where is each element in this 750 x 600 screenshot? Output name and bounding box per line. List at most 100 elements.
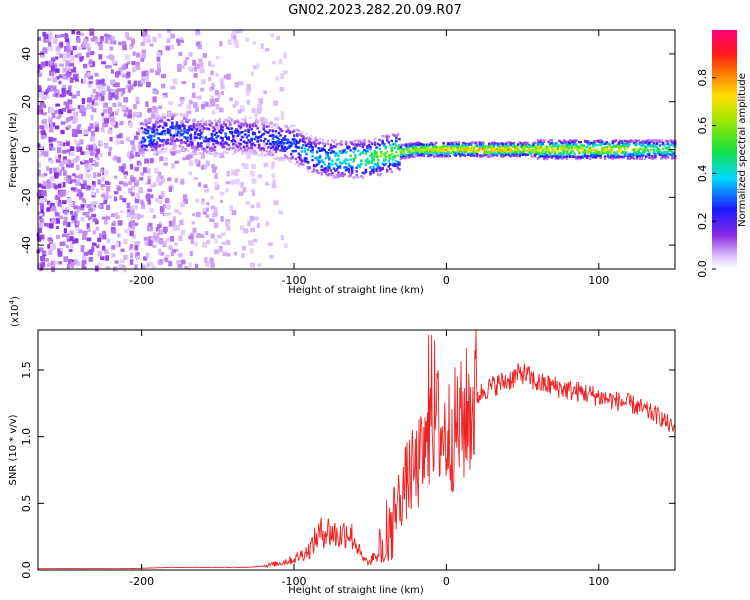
ridge-cell [538, 154, 541, 157]
ridge-cell [393, 164, 397, 168]
ridge-cell [347, 168, 351, 171]
noise-speckle [118, 102, 122, 107]
spectrogram-ytick-label: -40 [20, 236, 33, 254]
noise-speckle [209, 218, 215, 223]
noise-speckle [91, 151, 95, 156]
ridge-cell [520, 152, 523, 155]
noise-speckle [168, 220, 173, 227]
ridge-cell [506, 141, 509, 144]
ridge-cell [248, 125, 252, 129]
ridge-cell [567, 142, 570, 145]
ridge-cell [384, 135, 387, 138]
ridge-cell [376, 162, 380, 165]
ridge-cell [158, 144, 162, 147]
ridge-cell [145, 148, 148, 152]
ridge-cell [241, 135, 244, 139]
noise-speckle [280, 111, 284, 117]
noise-speckle [214, 249, 219, 255]
ridge-cell [581, 148, 584, 152]
noise-speckle [99, 152, 104, 157]
ridge-cell [421, 151, 424, 155]
ridge-cell [293, 134, 296, 137]
noise-speckle [145, 76, 150, 82]
noise-speckle [170, 151, 176, 156]
ridge-cell [341, 172, 345, 176]
ridge-cell [445, 154, 448, 158]
ridge-cell [367, 140, 371, 143]
noise-speckle [223, 75, 227, 79]
ridge-cell [166, 131, 170, 135]
noise-speckle [52, 77, 57, 83]
ridge-cell [235, 128, 238, 131]
noise-speckle [139, 177, 144, 181]
ridge-cell [259, 135, 262, 138]
ridge-cell [634, 143, 637, 147]
ridge-cell [332, 140, 336, 144]
noise-speckle [191, 92, 196, 99]
noise-speckle [180, 201, 185, 208]
ridge-cell [384, 145, 387, 149]
ridge-cell [588, 148, 592, 152]
ridge-cell [267, 125, 270, 128]
ridge-cell [556, 150, 560, 153]
ridge-cell [337, 175, 340, 178]
ridge-cell [229, 116, 232, 120]
noise-speckle [77, 140, 81, 145]
noise-speckle [233, 39, 239, 45]
ridge-cell [320, 149, 323, 152]
ridge-cell [532, 145, 535, 148]
ridge-cell [611, 142, 615, 145]
noise-speckle [133, 135, 138, 140]
ridge-cell [559, 155, 563, 158]
noise-speckle [103, 102, 109, 108]
ridge-cell [408, 142, 412, 145]
ridge-cell [463, 151, 467, 154]
ridge-cell [527, 145, 531, 148]
ridge-cell [334, 162, 337, 165]
noise-speckle [47, 237, 52, 241]
ridge-cell [538, 146, 541, 150]
ridge-cell [254, 153, 258, 157]
noise-speckle [177, 40, 181, 46]
noise-speckle [123, 182, 128, 187]
ridge-cell [463, 154, 467, 157]
ridge-cell [384, 152, 387, 155]
ridge-cell [602, 146, 605, 149]
noise-speckle [161, 113, 166, 118]
ridge-cell [581, 155, 584, 158]
ridge-cell [239, 143, 243, 146]
ridge-cell [494, 147, 497, 151]
ridge-cell [652, 148, 656, 152]
ridge-cell [294, 143, 298, 146]
noise-speckle [86, 237, 92, 242]
ridge-cell [367, 160, 371, 163]
ridge-cell [190, 141, 194, 145]
ridge-cell [654, 139, 657, 142]
noise-speckle [122, 198, 127, 203]
colorbar-tick-label: 0.0 [696, 260, 709, 278]
ridge-cell [355, 166, 358, 169]
ridge-cell [198, 152, 202, 155]
ridge-cell [498, 147, 502, 151]
noise-speckle [141, 32, 147, 37]
ridge-cell [448, 151, 451, 154]
ridge-cell [517, 145, 520, 149]
ridge-cell [163, 132, 166, 136]
ridge-cell [361, 171, 365, 175]
ridge-cell [564, 146, 567, 149]
noise-speckle [237, 109, 242, 114]
ridge-cell [611, 155, 615, 158]
ridge-cell [474, 145, 477, 148]
noise-speckle [49, 122, 53, 129]
ridge-cell [216, 141, 220, 144]
noise-speckle [88, 207, 94, 213]
ridge-cell [396, 154, 400, 157]
ridge-cell [224, 141, 227, 144]
ridge-cell [442, 147, 445, 150]
noise-speckle [40, 264, 44, 271]
noise-speckle [200, 234, 205, 238]
ridge-cell [178, 126, 182, 130]
ridge-cell [591, 152, 595, 156]
ridge-cell [542, 152, 546, 156]
ridge-cell [625, 151, 628, 154]
